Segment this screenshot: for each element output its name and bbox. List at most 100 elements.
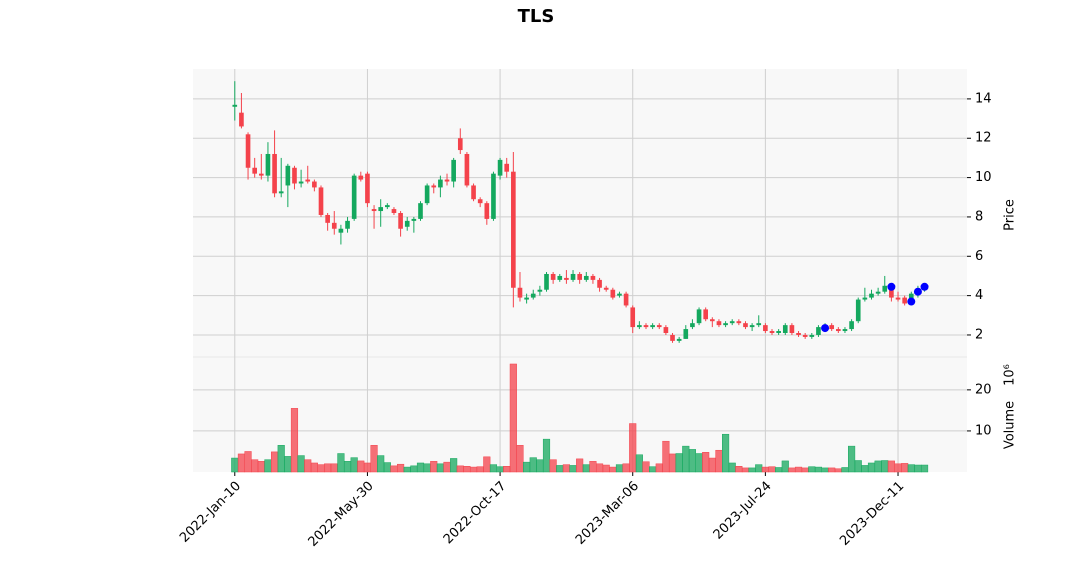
candle-body xyxy=(690,323,695,328)
volume-bar xyxy=(403,466,411,473)
candle-body xyxy=(411,218,417,221)
volume-bar xyxy=(489,464,498,473)
candle-body xyxy=(351,175,357,219)
candle-body xyxy=(298,181,304,184)
volume-bar xyxy=(629,423,637,473)
candle-body xyxy=(258,173,264,176)
x-tick-label: 2022-Jan-10 xyxy=(177,479,244,546)
volume-bar xyxy=(297,455,305,473)
candle-body xyxy=(789,325,795,333)
candle-body xyxy=(431,185,437,188)
candle-body xyxy=(537,289,543,292)
candle-body xyxy=(457,138,463,151)
candle-body xyxy=(782,325,788,333)
candle-body xyxy=(676,338,682,341)
volume-bar xyxy=(635,454,643,473)
volume-bar xyxy=(416,462,425,473)
candle-body xyxy=(889,285,894,298)
candle-body xyxy=(630,307,636,328)
volume-bar xyxy=(264,459,272,473)
y-tick-label: 14 xyxy=(975,91,992,106)
volume-bar xyxy=(463,466,471,473)
volume-bar xyxy=(788,467,796,473)
volume-panel xyxy=(193,357,967,472)
volume-bar xyxy=(430,461,438,473)
candle-body xyxy=(504,163,510,172)
candle-body xyxy=(769,331,775,333)
volume-bar xyxy=(874,460,882,473)
volume-bar xyxy=(794,466,803,473)
candle-body xyxy=(663,327,669,333)
volume-bar xyxy=(536,459,544,473)
candle-body xyxy=(511,171,516,288)
volume-bar xyxy=(257,461,265,473)
candle-body xyxy=(763,325,768,332)
volume-bar xyxy=(768,466,776,473)
volume-bar xyxy=(602,464,610,473)
candle-body xyxy=(610,289,616,298)
candle-body xyxy=(577,273,582,280)
volume-bar xyxy=(556,465,564,473)
volume-bar xyxy=(290,408,299,473)
candle-body xyxy=(497,159,503,176)
candle-body xyxy=(796,333,801,335)
volume-bar xyxy=(237,453,245,473)
candle-body xyxy=(471,185,476,200)
candle-body xyxy=(836,329,841,332)
volume-bar xyxy=(244,451,252,473)
candle-body xyxy=(252,167,258,174)
candle-body xyxy=(603,287,609,290)
volume-bar xyxy=(589,461,597,473)
candle-body xyxy=(325,214,330,223)
volume-bar xyxy=(436,463,444,473)
candle-body xyxy=(869,293,874,298)
volume-bar xyxy=(529,457,537,473)
volume-bar xyxy=(775,467,783,473)
volume-bar xyxy=(695,453,703,473)
candle-body xyxy=(656,325,662,328)
volume-bar xyxy=(867,462,876,473)
volume-bar xyxy=(343,461,352,473)
volume-bar xyxy=(901,463,909,473)
candle-body xyxy=(484,203,490,219)
y-tick-label: 2 xyxy=(975,327,983,342)
volume-bar xyxy=(330,463,338,473)
volume-bar xyxy=(735,466,743,473)
volume-bar xyxy=(496,466,504,473)
candle-body xyxy=(278,191,284,194)
volume-bar xyxy=(848,445,856,473)
marker xyxy=(907,297,916,306)
candle-body xyxy=(816,327,821,335)
candle-body xyxy=(245,134,251,168)
volume-bar xyxy=(450,458,458,473)
y-axis-label: Price xyxy=(1003,199,1018,231)
volume-bar xyxy=(861,465,869,473)
candle-body xyxy=(331,222,337,229)
candle-body xyxy=(570,273,576,280)
volume-bar xyxy=(741,467,750,473)
candle-body xyxy=(358,175,364,180)
marker xyxy=(821,324,830,333)
volume-bar xyxy=(808,466,816,473)
x-tick-label: 2022-Oct-17 xyxy=(441,479,509,547)
candle-body xyxy=(696,309,702,324)
volume-bar xyxy=(881,460,889,473)
volume-bar xyxy=(523,461,531,473)
volume-bar xyxy=(410,465,418,473)
candle-body xyxy=(564,277,569,280)
volume-bar xyxy=(562,464,570,473)
volume-bar xyxy=(576,458,584,473)
candle-body xyxy=(683,329,689,339)
volume-bar xyxy=(655,463,663,473)
candle-body xyxy=(743,323,748,328)
volume-bar xyxy=(682,445,690,473)
candle-body xyxy=(491,173,496,219)
volume-bar xyxy=(337,453,345,473)
candle-body xyxy=(829,325,835,330)
candle-body xyxy=(703,309,709,320)
volume-bar xyxy=(231,457,239,473)
volume-bar xyxy=(251,459,259,473)
volume-bar xyxy=(622,463,630,473)
candle-body xyxy=(477,199,483,204)
candle-body xyxy=(802,334,808,337)
